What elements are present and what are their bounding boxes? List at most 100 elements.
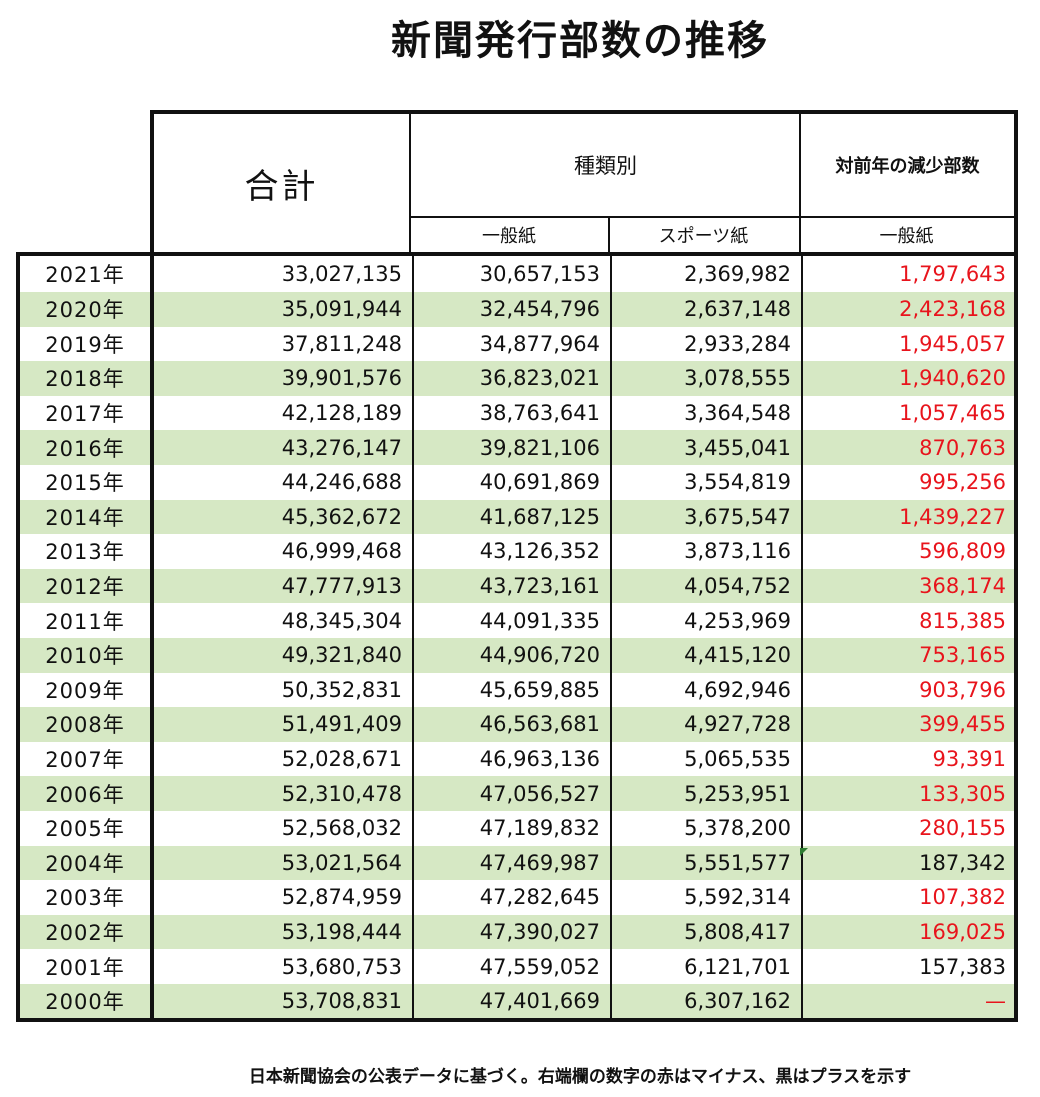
general-cell: 43,723,161 (414, 568, 612, 604)
general-cell: 44,091,335 (414, 603, 612, 638)
total-cell: 52,874,959 (154, 880, 414, 915)
year-cell: 2013年 (20, 534, 154, 569)
sports-cell: 2,369,982 (612, 256, 803, 292)
total-cell: 45,362,672 (154, 499, 414, 535)
year-cell: 2006年 (20, 776, 154, 811)
change-cell: 815,385 (919, 608, 1006, 633)
general-cell: 34,877,964 (414, 326, 612, 362)
sports-cell: 3,364,548 (612, 395, 803, 431)
total-cell: 51,491,409 (154, 707, 414, 742)
total-cell: 48,345,304 (154, 603, 414, 638)
change-cell: 1,439,227 (899, 504, 1006, 529)
sports-cell: 3,078,555 (612, 361, 803, 396)
change-cell: 1,057,465 (899, 401, 1006, 426)
year-cell: 2012年 (20, 568, 154, 604)
year-cell: 2018年 (20, 361, 154, 396)
general-cell: 47,189,832 (414, 810, 612, 846)
sports-cell: 5,253,951 (612, 776, 803, 811)
year-cell: 2015年 (20, 464, 154, 500)
table-row: 2018年 39,901,576 36,823,021 3,078,555 1,940,… (20, 361, 1014, 396)
header-kind: 種類別 (410, 110, 801, 218)
change-cell: — (985, 989, 1006, 1014)
table-row: 2013年 46,999,468 43,126,352 3,873,116 596,80… (20, 534, 1014, 569)
general-cell: 47,282,645 (414, 880, 612, 915)
table-row: 2021年 33,027,135 30,657,153 2,369,982 1,797,… (20, 256, 1014, 292)
circulation-table: 2021年 33,027,135 30,657,153 2,369,982 1,797,… (16, 252, 1018, 1023)
table-row: 2007年 52,028,671 46,963,136 5,065,535 93,391 (20, 741, 1014, 777)
total-cell: 49,321,840 (154, 637, 414, 673)
general-cell: 41,687,125 (414, 499, 612, 535)
general-cell: 36,823,021 (414, 361, 612, 396)
table-row: 2008年 51,491,409 46,563,681 4,927,728 399,45… (20, 707, 1014, 742)
total-cell: 37,811,248 (154, 326, 414, 362)
year-cell: 2008年 (20, 707, 154, 742)
table-row: 2014年 45,362,672 41,687,125 3,675,547 1,439,… (20, 499, 1014, 535)
year-cell: 2005年 (20, 810, 154, 846)
total-cell: 33,027,135 (154, 256, 414, 292)
change-cell: 1,940,620 (899, 366, 1006, 391)
sports-cell: 5,378,200 (612, 810, 803, 846)
total-cell: 52,310,478 (154, 776, 414, 811)
total-cell: 52,568,032 (154, 810, 414, 846)
total-cell: 43,276,147 (154, 430, 414, 465)
general-cell: 30,657,153 (414, 256, 612, 292)
header-sub-sports: スポーツ紙 (608, 217, 801, 253)
change-cell: 870,763 (919, 435, 1006, 460)
total-cell: 35,091,944 (154, 292, 414, 327)
table-row: 2002年 53,198,444 47,390,027 5,808,417 169,02… (20, 914, 1014, 950)
change-cell: 995,256 (919, 470, 1006, 495)
general-cell: 47,469,987 (414, 845, 612, 881)
sports-cell: 4,253,969 (612, 603, 803, 638)
table-row: 2003年 52,874,959 47,282,645 5,592,314 107,38… (20, 880, 1014, 915)
year-cell: 2021年 (20, 256, 154, 292)
cell-comment-marker-icon (800, 848, 808, 856)
sports-cell: 6,307,162 (612, 983, 803, 1019)
change-cell: 753,165 (919, 643, 1006, 668)
sports-cell: 4,054,752 (612, 568, 803, 604)
table-row: 2015年 44,246,688 40,691,869 3,554,819 995,25… (20, 464, 1014, 500)
change-cell: 157,383 (919, 954, 1006, 979)
year-cell: 2004年 (20, 845, 154, 881)
sports-cell: 5,592,314 (612, 880, 803, 915)
change-cell: 93,391 (932, 747, 1006, 772)
general-cell: 47,390,027 (414, 914, 612, 950)
change-cell: 2,423,168 (899, 297, 1006, 322)
change-cell: 133,305 (919, 781, 1006, 806)
header-sub-general: 一般紙 (410, 217, 610, 253)
general-cell: 32,454,796 (414, 292, 612, 327)
general-cell: 39,821,106 (414, 430, 612, 465)
table-row: 2017年 42,128,189 38,763,641 3,364,548 1,057,… (20, 395, 1014, 431)
total-cell: 50,352,831 (154, 672, 414, 708)
change-cell: 107,382 (919, 885, 1006, 910)
total-cell: 53,680,753 (154, 949, 414, 984)
general-cell: 46,963,136 (414, 741, 612, 777)
footnote: 日本新聞協会の公表データに基づく。右端欄の数字の赤はマイナス、黒はプラスを示す (248, 1067, 912, 1087)
change-cell: 368,174 (919, 574, 1006, 599)
sports-cell: 5,808,417 (612, 914, 803, 950)
total-cell: 39,901,576 (154, 361, 414, 396)
change-cell: 399,455 (919, 712, 1006, 737)
year-cell: 2010年 (20, 637, 154, 673)
sports-cell: 4,692,946 (612, 672, 803, 708)
general-cell: 44,906,720 (414, 637, 612, 673)
general-cell: 46,563,681 (414, 707, 612, 742)
table-row: 2005年 52,568,032 47,189,832 5,378,200 280,15… (20, 810, 1014, 846)
table-row: 2010年 49,321,840 44,906,720 4,415,120 753,16… (20, 637, 1014, 673)
header-sub-decrease: 一般紙 (799, 217, 1018, 253)
sports-cell: 2,637,148 (612, 292, 803, 327)
total-cell: 47,777,913 (154, 568, 414, 604)
year-cell: 2020年 (20, 292, 154, 327)
header-decrease: 対前年の減少部数 (799, 110, 1018, 218)
total-cell: 53,708,831 (154, 983, 414, 1019)
change-cell: 1,797,643 (899, 262, 1006, 286)
sports-cell: 2,933,284 (612, 326, 803, 362)
general-cell: 43,126,352 (414, 534, 612, 569)
table-row: 2004年 53,021,564 47,469,987 5,551,577 187,34… (20, 845, 1014, 881)
general-cell: 40,691,869 (414, 464, 612, 500)
header-total: 合計 (150, 110, 411, 253)
year-cell: 2014年 (20, 499, 154, 535)
year-cell: 2019年 (20, 326, 154, 362)
table-row: 2012年 47,777,913 43,723,161 4,054,752 368,17… (20, 568, 1014, 604)
year-cell: 2000年 (20, 983, 154, 1019)
sports-cell: 3,675,547 (612, 499, 803, 535)
